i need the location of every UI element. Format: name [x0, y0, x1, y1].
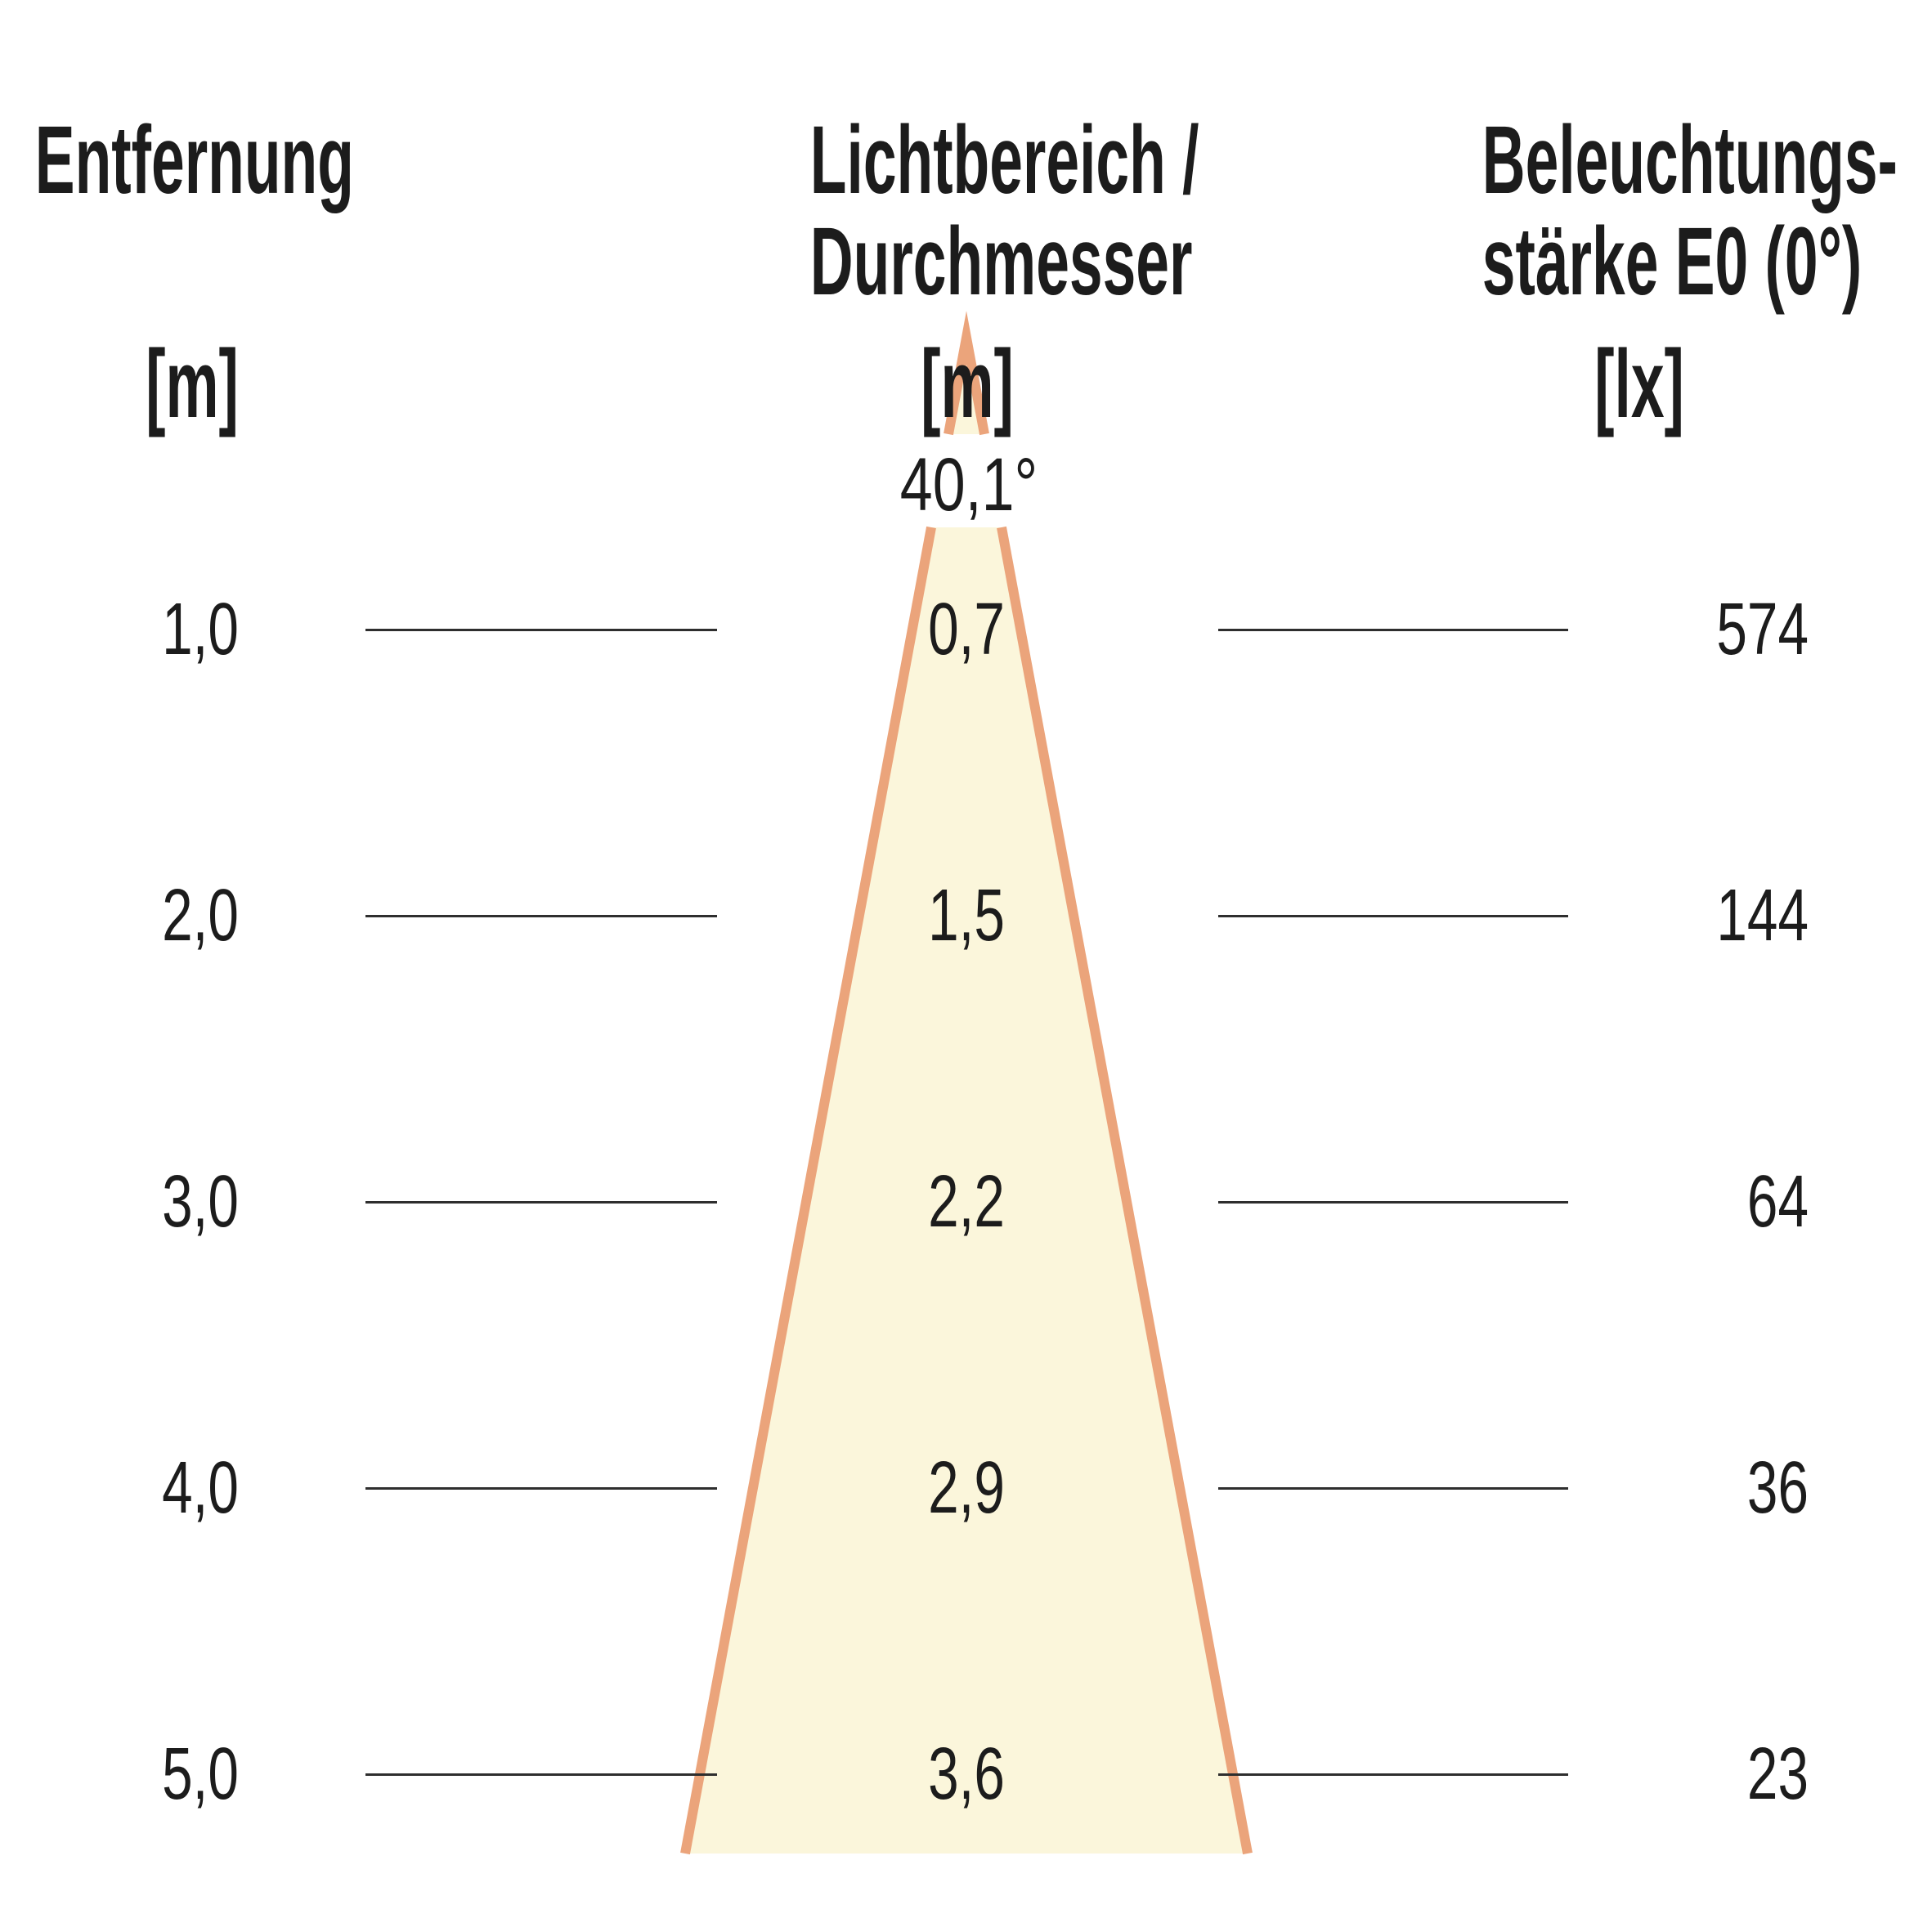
distance-ruler-line — [365, 915, 717, 917]
diameter-value: 0,7 — [928, 589, 1005, 670]
diameter-value: 2,9 — [928, 1447, 1005, 1529]
illuminance-ruler-line — [1218, 629, 1568, 631]
column-header-diameter-2: Durchmesser — [809, 208, 1193, 316]
diameter-value: 2,2 — [928, 1161, 1005, 1243]
illuminance-ruler-line — [1218, 915, 1568, 917]
distance-value: 4,0 — [162, 1447, 239, 1529]
illuminance-ruler-line — [1218, 1487, 1568, 1490]
distance-value: 3,0 — [162, 1161, 239, 1243]
distance-ruler-line — [365, 1773, 717, 1776]
distance-ruler-line — [365, 629, 717, 631]
illuminance-value: 144 — [1716, 875, 1809, 957]
distance-value: 1,0 — [162, 589, 239, 670]
illuminance-value: 64 — [1746, 1161, 1809, 1243]
distance-value: 2,0 — [162, 875, 239, 957]
illuminance-unit-label: [lx] — [1594, 330, 1684, 438]
column-header-distance: Entfernung — [34, 106, 354, 214]
diameter-value: 3,6 — [928, 1733, 1005, 1815]
diameter-unit-label: [m] — [921, 330, 1014, 438]
illuminance-value: 36 — [1746, 1447, 1809, 1529]
cone-left-edge — [680, 526, 936, 1855]
illuminance-ruler-line — [1218, 1201, 1568, 1204]
distance-unit-label: [m] — [146, 330, 239, 438]
distance-ruler-line — [365, 1201, 717, 1204]
distance-value: 5,0 — [162, 1733, 239, 1815]
cone-body-fill — [685, 527, 1248, 1854]
illuminance-value: 574 — [1716, 589, 1809, 670]
column-header-diameter: Lichtbereich / — [809, 106, 1199, 214]
cone-tip — [944, 311, 989, 436]
diameter-value: 1,5 — [928, 875, 1005, 957]
column-header-illuminance: Beleuchtungs- — [1481, 106, 1898, 214]
cone-right-edge — [997, 526, 1253, 1855]
illuminance-ruler-line — [1218, 1773, 1568, 1776]
illuminance-value: 23 — [1746, 1733, 1809, 1815]
beam-angle-label: 40,1° — [899, 443, 1038, 527]
column-header-illuminance-2: stärke E0 (0°) — [1481, 208, 1863, 316]
distance-ruler-line — [365, 1487, 717, 1490]
